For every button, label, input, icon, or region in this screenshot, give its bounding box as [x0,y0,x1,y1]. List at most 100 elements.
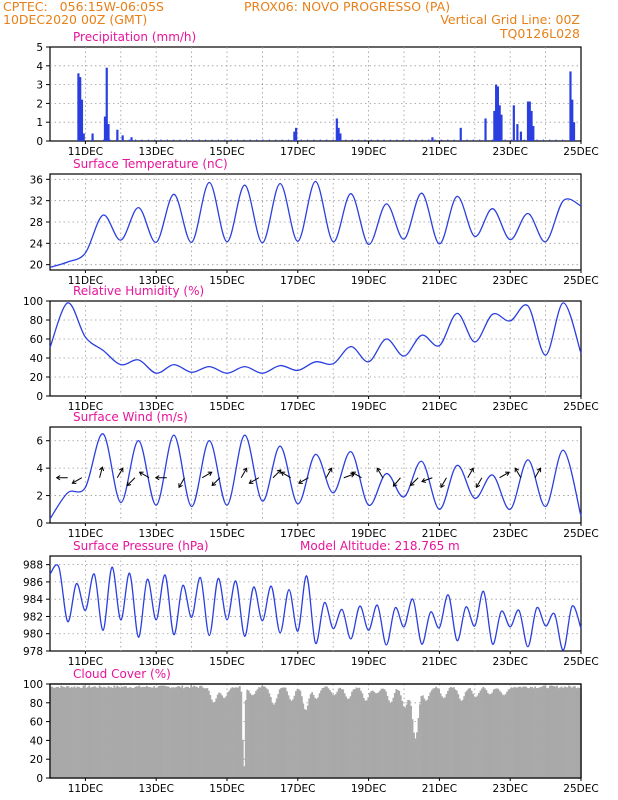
x-tick-label: 19DEC [351,401,386,413]
cloud-bar [159,685,162,778]
cloud-bar [289,699,291,778]
precip-bar [431,137,434,141]
cloud-bar [101,687,104,778]
precip-trace [351,139,353,141]
header-grid-note: Vertical Grid Line: 00Z [440,12,580,27]
cloud-bar [514,687,517,778]
precip-bar [498,105,501,141]
precip-bar [105,67,108,141]
precip-trace [256,139,258,141]
x-tick-label: 25DEC [563,401,598,413]
cloud-bar [196,686,198,778]
cloud-bar [203,688,206,778]
wind-arrow-head [536,467,542,473]
precip-trace [326,139,328,141]
grid-lines [50,47,581,141]
cloud-bar [421,695,424,778]
precip-trace [294,139,296,141]
wind-arrow-head [409,481,415,487]
precip-bar [77,73,80,141]
precip-trace [262,139,264,141]
cloud-bar [380,688,383,778]
cloud-bar [168,686,170,778]
cloud-bar [478,693,480,778]
panel-frame-top [49,683,582,779]
cloud-bar [206,687,209,778]
x-tick-label: 25DEC [563,783,598,795]
cloud-bar [556,685,559,778]
cloud-bar [165,686,167,778]
series-line [49,302,582,374]
cloud-bar [151,687,154,778]
cloud-bar [551,685,554,778]
cloud-bar [70,686,73,778]
cloud-bar [268,693,271,778]
cloud-bar [479,690,482,778]
cloud-bar [489,693,492,778]
precip-bar [337,127,340,141]
precip-trace [307,139,309,141]
cloud-bar [361,693,364,778]
cloud-bar [290,700,293,778]
cloud-bar [89,687,92,778]
wind-arrow-head [138,471,144,477]
cloud-bar [463,696,466,778]
y-tick-label: 980 [23,629,43,641]
cloud-bar [568,685,570,778]
cloud-bar [190,685,193,778]
cloud-bar [137,686,139,778]
y-tick-label: 0 [36,136,43,148]
cloud-bar [277,694,280,778]
cloud-bar [351,691,353,778]
cloud-bar [373,691,376,778]
cloud-bar [358,687,361,778]
cloud-bar [571,687,573,778]
x-tick-label: 23DEC [492,401,527,413]
cloud-bar [222,697,225,778]
precip-trace [103,139,105,141]
cloud-bar [191,686,194,778]
cloud-bar [295,691,297,778]
cloud-bar [504,694,507,778]
wind-arrow-shaft [467,467,474,478]
cloud-bar [572,686,575,778]
precip-bar [80,99,84,141]
wind-arrow-shaft [343,473,355,479]
precip-bar [572,122,576,141]
cloud-bar [83,685,86,778]
panel-annotation: Model Altitude: 218.765 m [300,539,460,553]
cloud-bar [330,692,333,778]
wind-arrow-head [211,481,217,487]
cloud-bar [88,685,91,778]
cloud-bar [50,686,52,778]
precip-trace [517,139,519,141]
y-tick-label: 6 [36,436,43,448]
precip-trace [217,139,219,141]
cloud-bar [355,687,358,778]
cloud-bar [385,691,387,778]
cloud-bar [336,691,339,778]
wind-arrow-shaft [534,467,541,478]
cloud-bar [103,686,105,778]
wind-arrow-head [55,475,61,481]
cloud-bar [576,687,579,778]
cloud-bar [259,687,262,778]
x-tick-label: 11DEC [68,275,103,287]
cloud-bar [154,687,157,778]
cloud-bar [141,686,144,778]
cloud-bar [184,687,187,778]
y-tick-label: 3 [36,80,43,92]
cloud-bar [354,689,356,778]
precip-trace [479,139,481,141]
cloud-bar [299,690,302,778]
wind-arrow-head [276,469,282,474]
panel-5: 978 980 982 984 986 988 11DEC 13DEC 15DEC 17DEC 19… [23,539,599,668]
cloud-bar [410,705,412,778]
wind-arrow-shaft [116,467,124,478]
wind-arrow-head [421,478,426,483]
cloud-bar [85,687,88,778]
cloud-bar [458,698,461,778]
cloud-bar [97,687,100,778]
cloud-bar [73,686,76,778]
